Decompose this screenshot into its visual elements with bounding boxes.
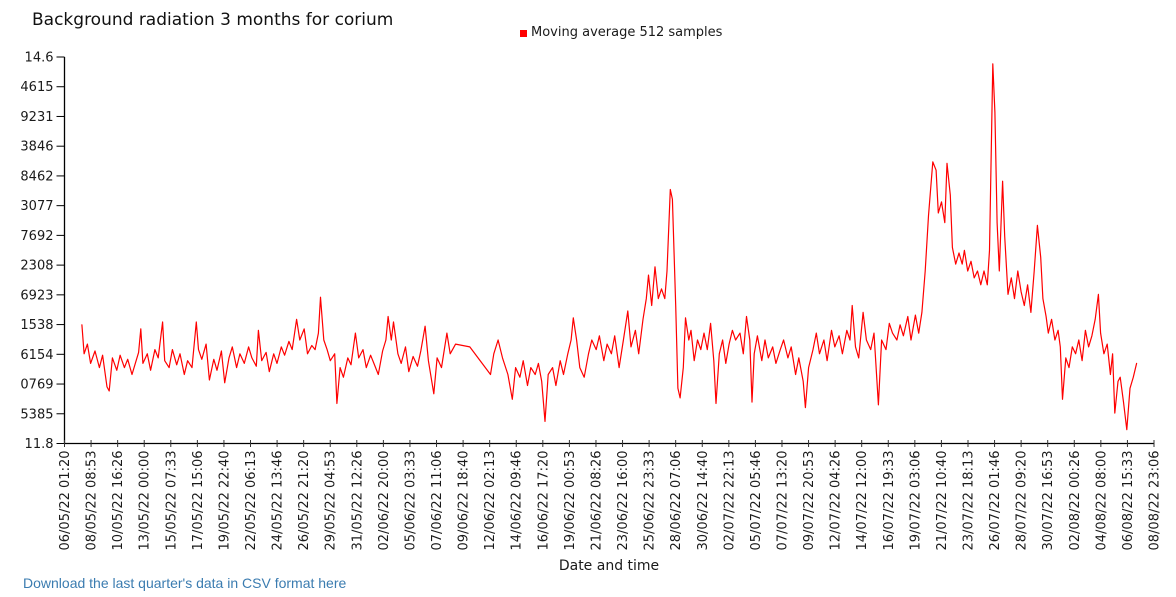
x-tick-label: 19/05/22 22:40 [217, 451, 232, 551]
x-tick-label: 10/05/22 16:26 [111, 451, 126, 551]
y-tick-label: 7692 [20, 229, 53, 244]
x-tick-label: 28/07/22 09:20 [1015, 451, 1030, 551]
x-tick-label: 29/05/22 04:53 [324, 451, 339, 551]
chart-title: Background radiation 3 months for corium [32, 10, 394, 30]
y-tick-label: 0769 [20, 378, 53, 393]
x-tick-label: 28/06/22 07:06 [669, 451, 684, 551]
x-tick-label: 17/05/22 15:06 [191, 451, 206, 551]
x-tick-label: 30/07/22 16:53 [1041, 451, 1056, 551]
x-tick-label: 19/06/22 00:53 [563, 451, 578, 551]
x-tick-label: 09/07/22 20:53 [802, 451, 817, 551]
x-tick-label: 13/05/22 00:00 [138, 451, 153, 551]
x-tick-label: 07/06/22 11:06 [430, 451, 445, 551]
x-tick-label: 05/06/22 03:33 [403, 451, 418, 551]
x-tick-label: 08/05/22 08:53 [85, 451, 100, 551]
y-tick-label: 14.6 [25, 51, 54, 66]
x-tick-label: 05/07/22 05:46 [749, 451, 764, 551]
y-tick-label: 6923 [20, 288, 53, 303]
x-tick-label: 26/05/22 21:20 [297, 451, 312, 551]
x-tick-label: 23/07/22 18:13 [961, 451, 976, 551]
x-tick-label: 06/08/22 15:33 [1121, 451, 1136, 551]
y-tick-label: 1538 [20, 318, 53, 333]
x-tick-label: 25/06/22 23:33 [643, 451, 658, 551]
x-tick-label: 14/06/22 09:46 [510, 451, 525, 551]
x-tick-label: 16/07/22 19:33 [882, 451, 897, 551]
x-tick-label: 19/07/22 03:06 [908, 451, 923, 551]
x-tick-label: 22/05/22 06:13 [244, 451, 259, 551]
y-tick-label: 3846 [20, 140, 53, 155]
x-tick-label: 15/05/22 07:33 [164, 451, 179, 551]
x-tick-label: 14/07/22 12:00 [855, 451, 870, 551]
x-tick-label: 26/07/22 01:46 [988, 451, 1003, 551]
y-tick-label: 2308 [20, 259, 53, 274]
legend-series-label: Moving average 512 samples [531, 25, 723, 40]
y-tick-label: 5385 [20, 407, 53, 422]
x-tick-label: 24/05/22 13:46 [271, 451, 286, 551]
legend-series-swatch [520, 29, 527, 37]
y-tick-label: 11.8 [25, 437, 54, 452]
y-tick-label: 9231 [20, 110, 53, 125]
x-tick-label: 16/06/22 17:20 [536, 451, 551, 551]
x-tick-label: 12/07/22 04:26 [829, 451, 844, 551]
x-tick-label: 02/08/22 00:26 [1068, 451, 1083, 551]
y-tick-label: 3077 [20, 199, 53, 214]
series-line [81, 63, 1138, 431]
x-tick-label: 08/08/22 23:06 [1148, 451, 1163, 551]
x-tick-label: 21/07/22 10:40 [935, 450, 950, 550]
csv-download-link[interactable]: Download the last quarter's data in CSV … [23, 575, 347, 591]
x-tick-label: 09/06/22 18:40 [457, 450, 472, 550]
x-tick-label: 23/06/22 16:00 [616, 451, 631, 551]
x-tick-label: 02/07/22 22:13 [722, 451, 737, 551]
x-tick-label: 02/06/22 20:00 [377, 451, 392, 551]
x-axis-title: Date and time [558, 558, 660, 574]
x-tick-label: 06/05/22 01:20 [58, 451, 73, 551]
y-tick-label: 6154 [20, 348, 53, 363]
legend: Moving average 512 samples [520, 25, 722, 40]
x-tick-label: 04/08/22 08:00 [1094, 451, 1109, 551]
x-tick-label: 07/07/22 13:20 [775, 451, 790, 551]
y-tick-label: 8462 [20, 169, 53, 184]
x-tick-label: 21/06/22 08:26 [589, 451, 604, 551]
y-tick-label: 4615 [20, 80, 53, 95]
x-tick-label: 12/06/22 02:13 [483, 451, 498, 551]
x-tick-label: 30/06/22 14:40 [696, 451, 711, 551]
x-tick-label: 31/05/22 12:26 [350, 451, 365, 551]
